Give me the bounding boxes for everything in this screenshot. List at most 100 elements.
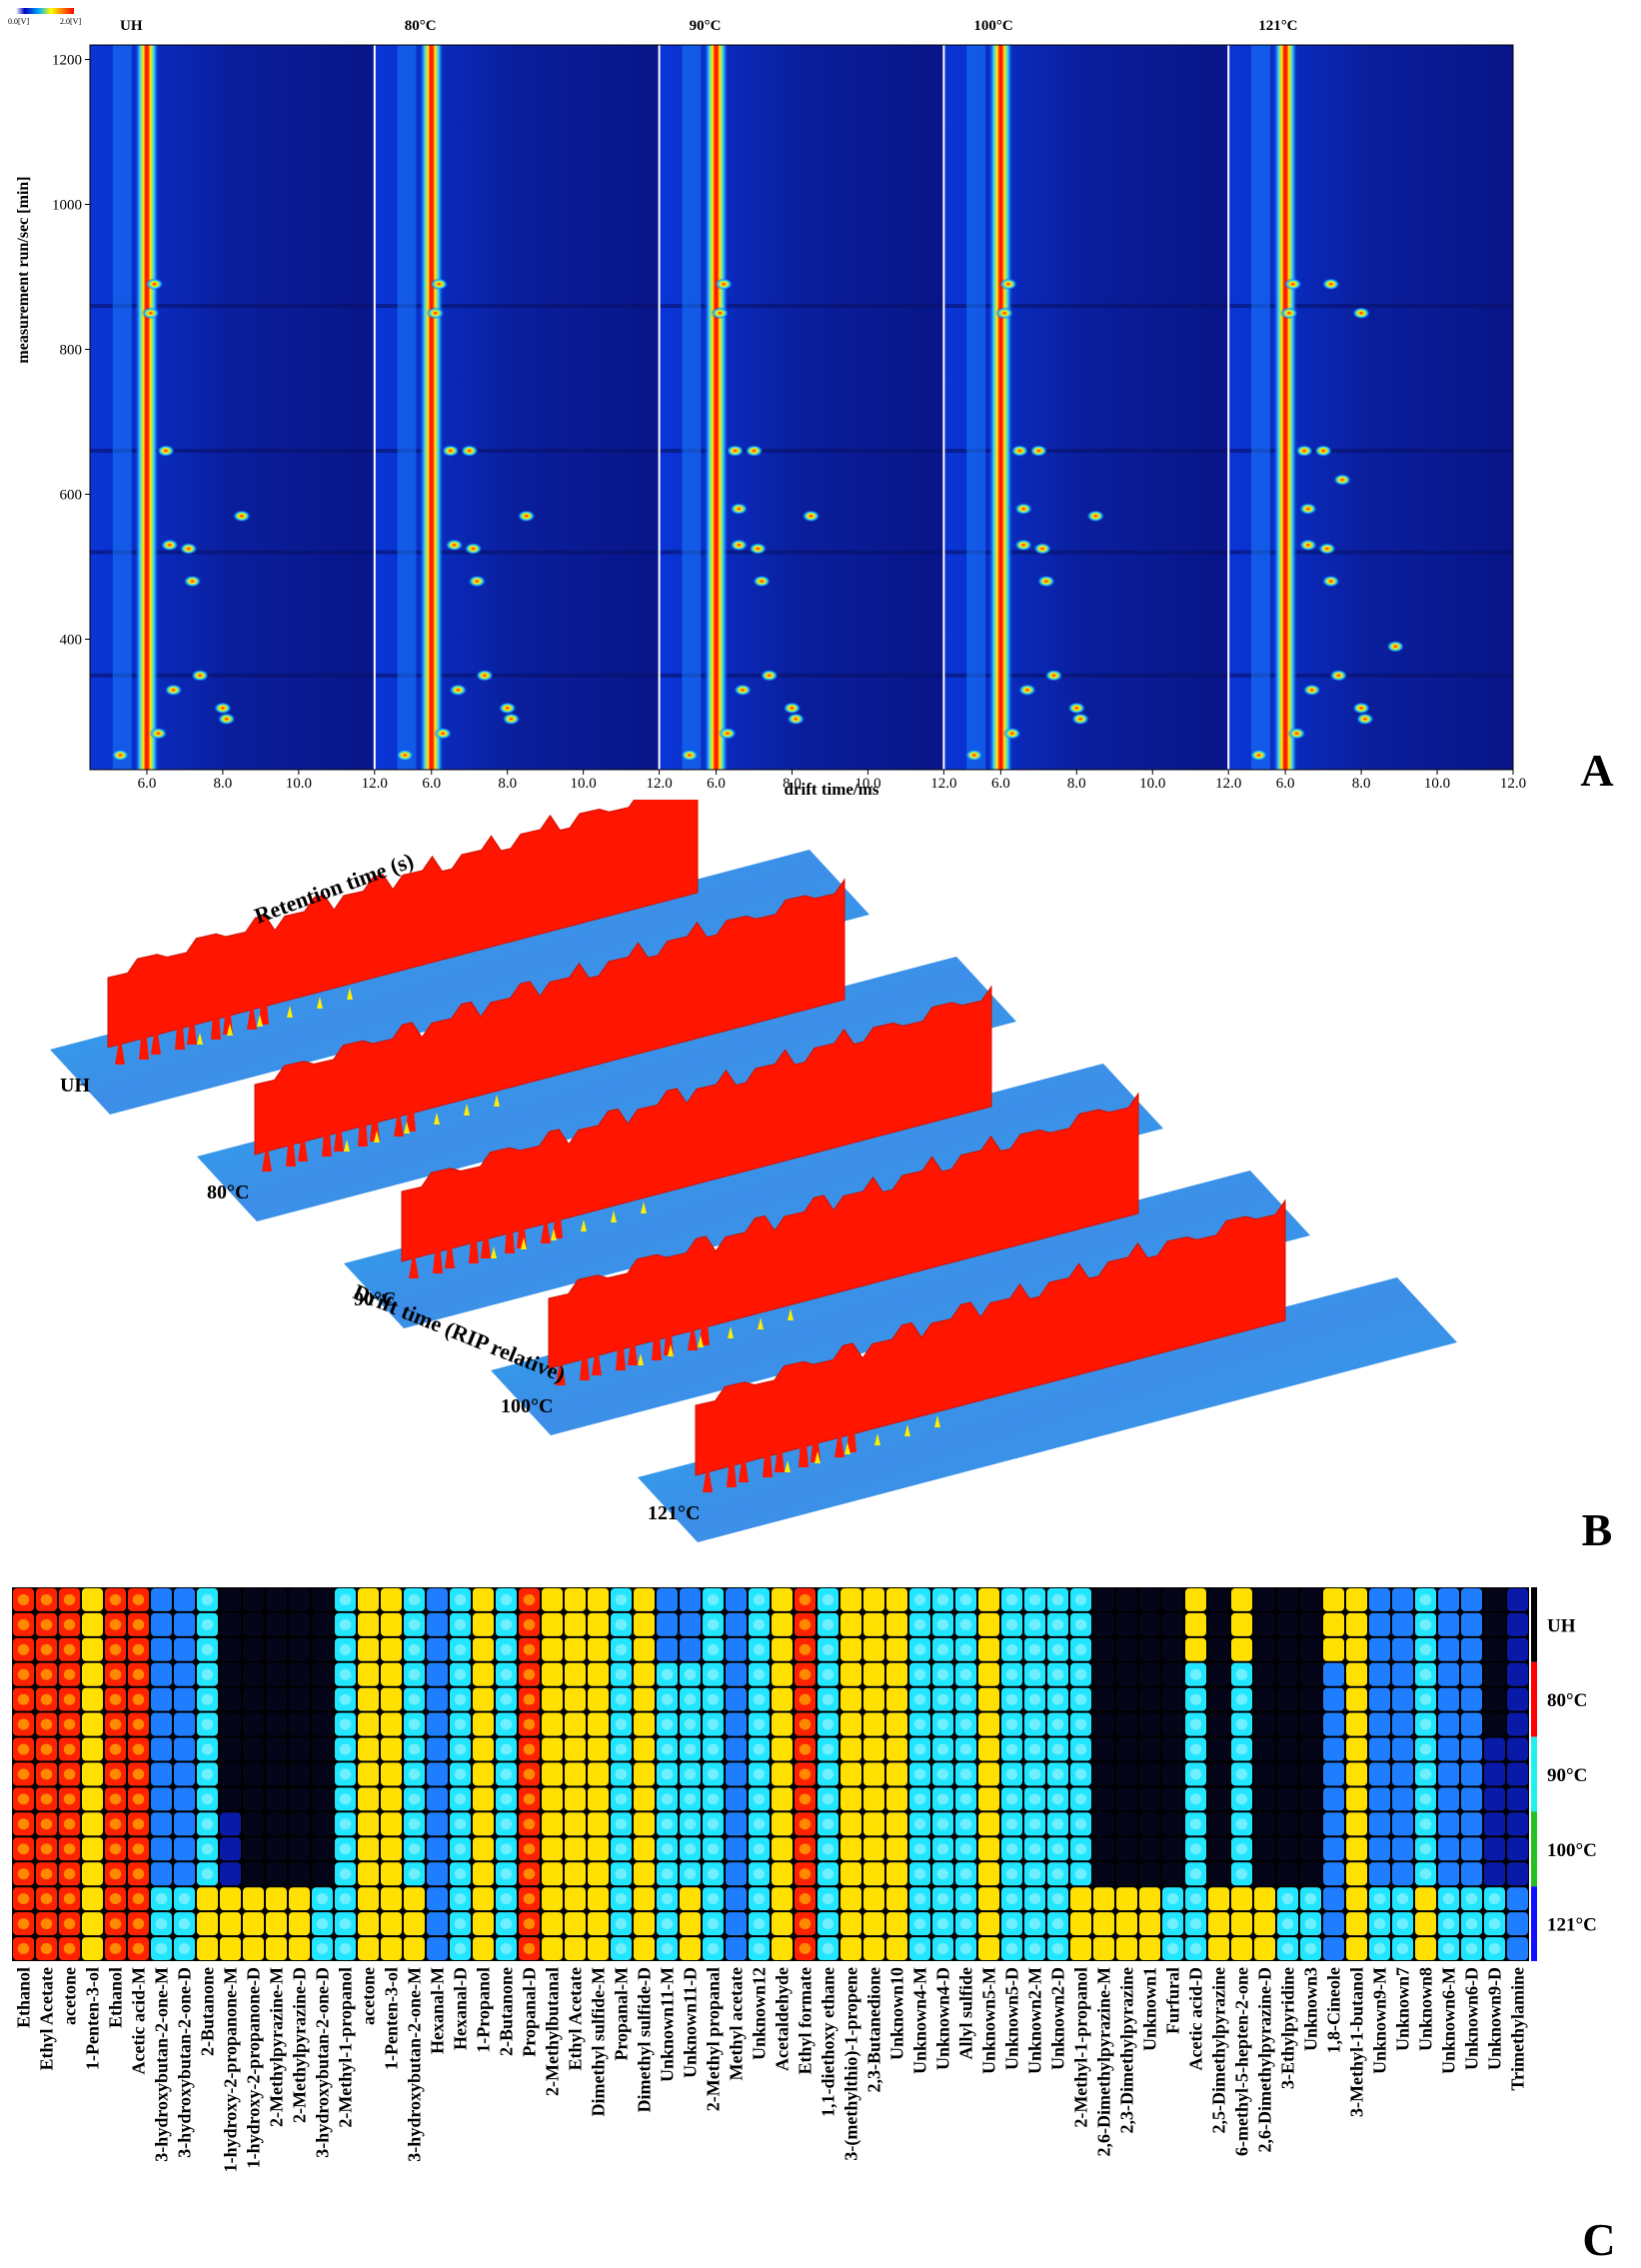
- cell-core: [936, 1818, 949, 1830]
- cell-core: [592, 1618, 605, 1630]
- cell-core: [132, 1918, 145, 1930]
- ims-peak: [1249, 749, 1268, 762]
- cell-core: [132, 1693, 145, 1705]
- fingerprint-cell: [174, 1862, 195, 1886]
- rip-ridge: [107, 800, 699, 1049]
- peak-spike: [700, 1291, 710, 1345]
- compound-label: Unknown9-M: [1370, 1967, 1390, 2074]
- peak-spike: [262, 1141, 272, 1171]
- cell-core: [454, 1768, 467, 1780]
- fingerprint-cell: [1047, 1837, 1068, 1861]
- slab-label: 80°C: [207, 1181, 249, 1203]
- fingerprint-cell: [1300, 1712, 1321, 1736]
- fingerprint-cell: [243, 1588, 264, 1611]
- cell-core: [86, 1743, 99, 1755]
- cell-core: [1028, 1593, 1041, 1605]
- fingerprint-cell: [749, 1662, 770, 1686]
- cell-core: [1028, 1793, 1041, 1805]
- cell-core: [1051, 1843, 1064, 1855]
- ims-peak: [449, 684, 468, 697]
- fingerprint-cell: [220, 1837, 241, 1861]
- fingerprint-cell: [1024, 1712, 1045, 1736]
- fingerprint-cell: [1300, 1812, 1321, 1836]
- cell-core: [592, 1718, 605, 1730]
- cell-core: [707, 1618, 720, 1630]
- compound-labels: Ethanol Ethyl Acetate acetone 1-Penten-3-ol…: [14, 1967, 1528, 2172]
- cell-core: [385, 1643, 398, 1655]
- ims-peak: [1279, 307, 1298, 320]
- x-tick-label: 6.0: [707, 776, 726, 792]
- compound-column: [519, 1588, 540, 1960]
- cell-core: [1350, 1718, 1363, 1730]
- fingerprint-cell: [266, 1712, 287, 1736]
- x-tick-label: 10.0: [286, 776, 312, 792]
- peak-spike: [703, 1462, 713, 1492]
- cell-core: [936, 1743, 949, 1755]
- fingerprint-cell: [1093, 1588, 1114, 1611]
- fingerprint-cell: [312, 1662, 333, 1686]
- cell-core: [477, 1668, 490, 1680]
- cell-core: [821, 1718, 834, 1730]
- cell-core: [1419, 1918, 1432, 1930]
- cell-core: [109, 1918, 122, 1930]
- fingerprint-cell: [818, 1762, 838, 1786]
- fingerprint-cell: [1507, 1912, 1528, 1936]
- fingerprint-cell: [1438, 1762, 1459, 1786]
- cell-core: [707, 1718, 720, 1730]
- ims-peak: [1029, 445, 1048, 457]
- ims-peak: [964, 749, 983, 762]
- compound-column: [1346, 1588, 1367, 1960]
- cell-core: [753, 1643, 766, 1655]
- cell-core: [638, 1743, 651, 1755]
- compound-label: Unknown6-D: [1462, 1967, 1482, 2070]
- fingerprint-cell: [818, 1912, 838, 1936]
- fingerprint-cell: [243, 1687, 264, 1711]
- cell-core: [1189, 1743, 1202, 1755]
- x-tick-label: 6.0: [138, 776, 157, 792]
- fingerprint-cell: [1323, 1712, 1344, 1736]
- compound-label: Trimethylamine: [1508, 1967, 1528, 2091]
- reactant-ion-peak: [988, 45, 1013, 770]
- fingerprint-cell: [680, 1712, 701, 1736]
- cell-core: [1419, 1843, 1432, 1855]
- cell-core: [1350, 1843, 1363, 1855]
- fingerprint-cell: [174, 1637, 195, 1661]
- cell-core: [201, 1668, 214, 1680]
- cell-core: [753, 1868, 766, 1880]
- compound-column: [1277, 1588, 1298, 1960]
- fingerprint-cell: [1323, 1662, 1344, 1686]
- cell-core: [17, 1868, 30, 1880]
- group-color-bar: [1531, 1811, 1537, 1887]
- fingerprint-cell: [818, 1887, 838, 1911]
- fingerprint-cell: [1185, 1812, 1206, 1836]
- background-streak: [90, 449, 375, 453]
- ims-peak: [434, 727, 453, 740]
- cell-core: [454, 1718, 467, 1730]
- fingerprint-cell: [312, 1837, 333, 1861]
- peak-spike: [739, 1446, 749, 1482]
- cell-core: [17, 1843, 30, 1855]
- background-streak: [374, 449, 660, 453]
- cell-core: [1419, 1668, 1432, 1680]
- ims-peak: [1295, 445, 1314, 457]
- cell-core: [86, 1793, 99, 1805]
- fingerprint-cell: [1461, 1762, 1482, 1786]
- cell-core: [890, 1793, 903, 1805]
- fingerprint-cell: [703, 1912, 724, 1936]
- ims-peak: [680, 749, 699, 762]
- cell-core: [753, 1743, 766, 1755]
- cell-core: [592, 1818, 605, 1830]
- fingerprint-cell: [243, 1612, 264, 1636]
- ims-peak: [1329, 669, 1348, 682]
- compound-column: [1369, 1588, 1390, 1960]
- cell-core: [1442, 1918, 1455, 1930]
- fingerprint-cell: [1001, 1637, 1022, 1661]
- cell-core: [17, 1593, 30, 1605]
- cell-core: [1189, 1618, 1202, 1630]
- peak-spike: [553, 1184, 563, 1238]
- fingerprint-cell: [726, 1588, 747, 1611]
- fingerprint-cell: [450, 1787, 471, 1811]
- compound-label: Hexanal-D: [451, 1967, 471, 2050]
- cell-core: [982, 1818, 995, 1830]
- minor-peak: [317, 997, 323, 1009]
